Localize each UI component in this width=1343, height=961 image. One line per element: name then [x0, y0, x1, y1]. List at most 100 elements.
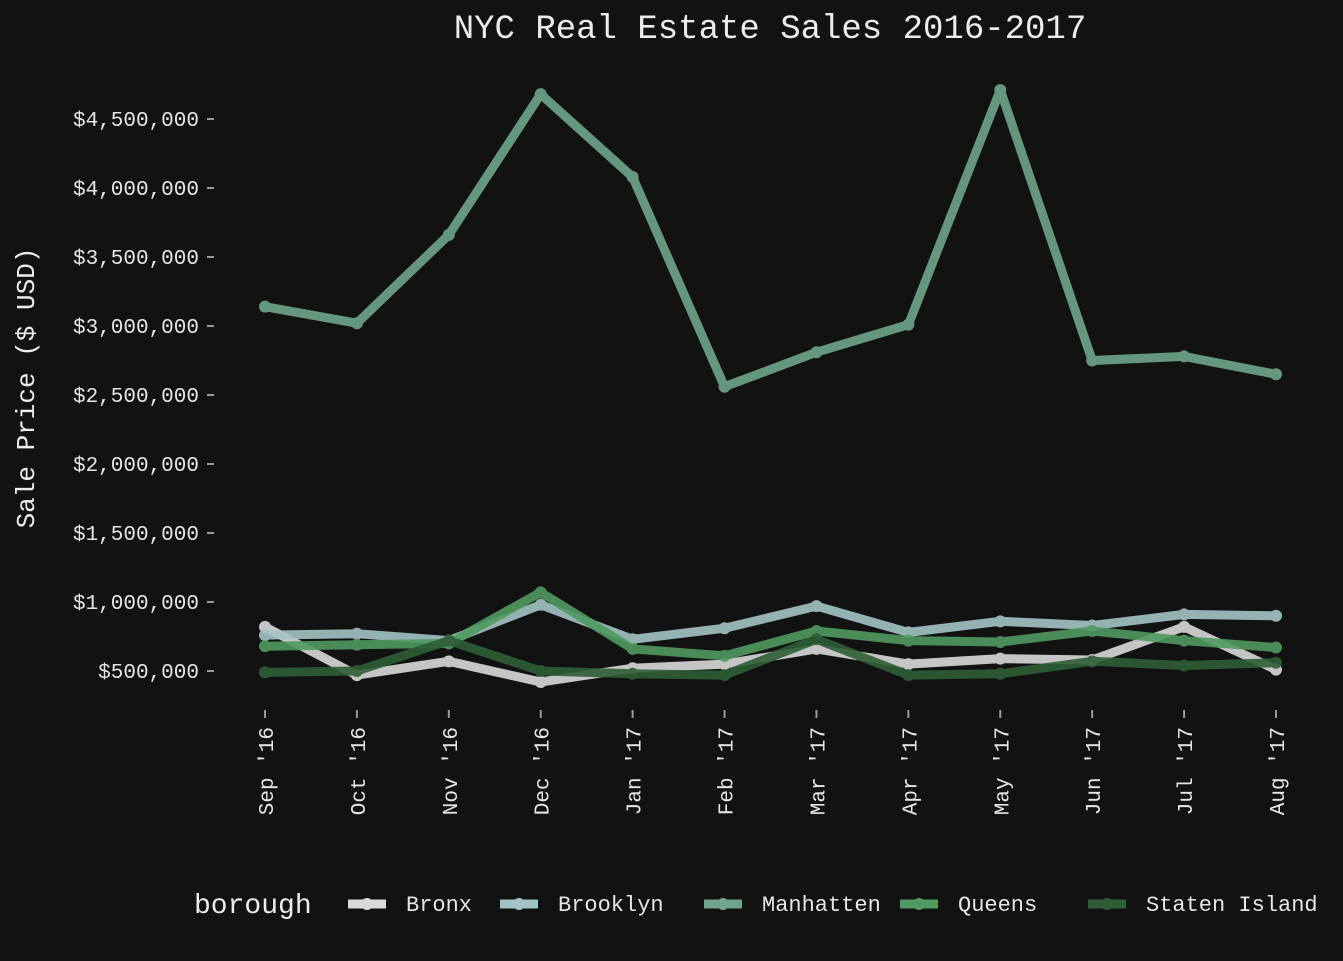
x-tick-label: Feb '17	[717, 727, 740, 815]
y-tick-label: $2,000,000	[73, 455, 199, 478]
data-point	[994, 636, 1007, 649]
data-point	[1270, 368, 1282, 381]
data-point	[534, 88, 547, 101]
y-axis-label: Sale Price ($ USD)	[12, 248, 42, 529]
x-tick-label: Jun '17	[1084, 727, 1107, 815]
legend-marker	[513, 898, 525, 910]
data-point	[534, 586, 547, 599]
data-point	[350, 638, 363, 651]
y-tick-label: $1,500,000	[73, 524, 199, 547]
data-point	[902, 658, 915, 671]
data-point	[810, 346, 823, 359]
legend: borough Bronx Brooklyn Manhatten Queens Stat…	[194, 891, 1318, 922]
data-point	[442, 634, 455, 647]
x-tick-label: Jan '17	[625, 727, 648, 815]
y-tick-label: $2,500,000	[73, 386, 199, 409]
data-point	[1270, 609, 1282, 622]
data-point	[442, 228, 455, 241]
data-point	[1178, 608, 1191, 621]
legend-label: Bronx	[406, 893, 472, 918]
data-point	[718, 669, 731, 682]
data-point	[718, 380, 731, 393]
x-tick-label: Dec '16	[533, 727, 556, 815]
data-point	[350, 665, 363, 677]
legend-label: Brooklyn	[558, 893, 664, 918]
legend-label: Staten Island	[1146, 893, 1318, 918]
data-point	[810, 624, 823, 637]
data-point	[902, 626, 915, 639]
legend-marker	[913, 898, 925, 910]
data-point	[994, 652, 1007, 665]
data-point	[626, 667, 639, 680]
data-point	[1178, 634, 1191, 647]
data-point	[810, 642, 823, 655]
x-tick-label: Jul '17	[1176, 727, 1199, 815]
data-point	[994, 84, 1007, 97]
data-point	[994, 667, 1007, 680]
data-point	[902, 634, 915, 647]
data-point	[350, 317, 363, 330]
y-tick-label: $1,000,000	[73, 593, 199, 616]
y-tick-label: $4,500,000	[73, 110, 199, 133]
y-tick-label: $500,000	[98, 662, 199, 685]
legend-label: Manhatten	[762, 893, 881, 918]
data-point	[718, 658, 731, 671]
legend-label: Queens	[958, 893, 1037, 918]
data-point	[718, 622, 731, 635]
y-tick-label: $3,500,000	[73, 248, 199, 271]
x-tick-label: Mar '17	[808, 727, 831, 815]
data-point	[350, 627, 363, 640]
data-point	[259, 640, 271, 653]
x-axis: Sep '16 Oct '16 Nov '16 Dec '16 Jan '17 Feb '…	[257, 710, 1291, 815]
data-point	[902, 669, 915, 682]
data-point	[259, 629, 271, 642]
data-point	[259, 666, 271, 679]
data-point	[1086, 655, 1099, 668]
data-point	[1178, 620, 1191, 633]
legend-item: Manhatten	[704, 893, 881, 918]
data-point	[1270, 641, 1282, 654]
data-point	[259, 300, 271, 313]
data-point	[902, 318, 915, 331]
legend-title: borough	[194, 891, 312, 922]
y-tick-label: $3,000,000	[73, 317, 199, 340]
x-tick-label: Sep '16	[257, 727, 280, 815]
y-axis: $500,000 $1,000,000 $1,500,000 $2,000,000 $2…	[73, 110, 214, 685]
legend-marker	[717, 898, 729, 910]
chart-title: NYC Real Estate Sales 2016-2017	[454, 11, 1087, 49]
legend-item: Bronx	[348, 893, 472, 918]
data-point	[442, 655, 455, 668]
data-point	[534, 665, 547, 677]
data-point	[1270, 656, 1282, 669]
legend-item: Queens	[900, 893, 1037, 918]
legend-marker	[361, 898, 373, 910]
data-point	[626, 170, 639, 183]
data-point	[626, 642, 639, 655]
data-point	[810, 633, 823, 646]
series-lines	[259, 84, 1282, 689]
data-point	[1086, 354, 1099, 367]
legend-item: Brooklyn	[500, 893, 664, 918]
data-point	[1086, 624, 1099, 637]
data-point	[718, 649, 731, 662]
x-tick-label: Apr '17	[900, 727, 923, 815]
data-point	[534, 676, 547, 689]
x-tick-label: Nov '16	[441, 727, 464, 815]
data-point	[1178, 659, 1191, 672]
y-tick-label: $4,000,000	[73, 179, 199, 202]
x-tick-label: May '17	[992, 727, 1015, 815]
series-manhatten	[259, 84, 1282, 393]
data-point	[259, 620, 271, 633]
data-point	[810, 600, 823, 613]
legend-item: Staten Island	[1088, 893, 1318, 918]
x-tick-label: Oct '16	[349, 727, 372, 815]
x-tick-label: Aug '17	[1268, 727, 1291, 815]
series-line	[260, 634, 1281, 680]
data-point	[1178, 350, 1191, 363]
legend-marker	[1101, 898, 1113, 910]
series-line	[260, 85, 1281, 392]
data-point	[534, 598, 547, 611]
series-staten-island	[259, 633, 1282, 682]
data-point	[994, 615, 1007, 628]
